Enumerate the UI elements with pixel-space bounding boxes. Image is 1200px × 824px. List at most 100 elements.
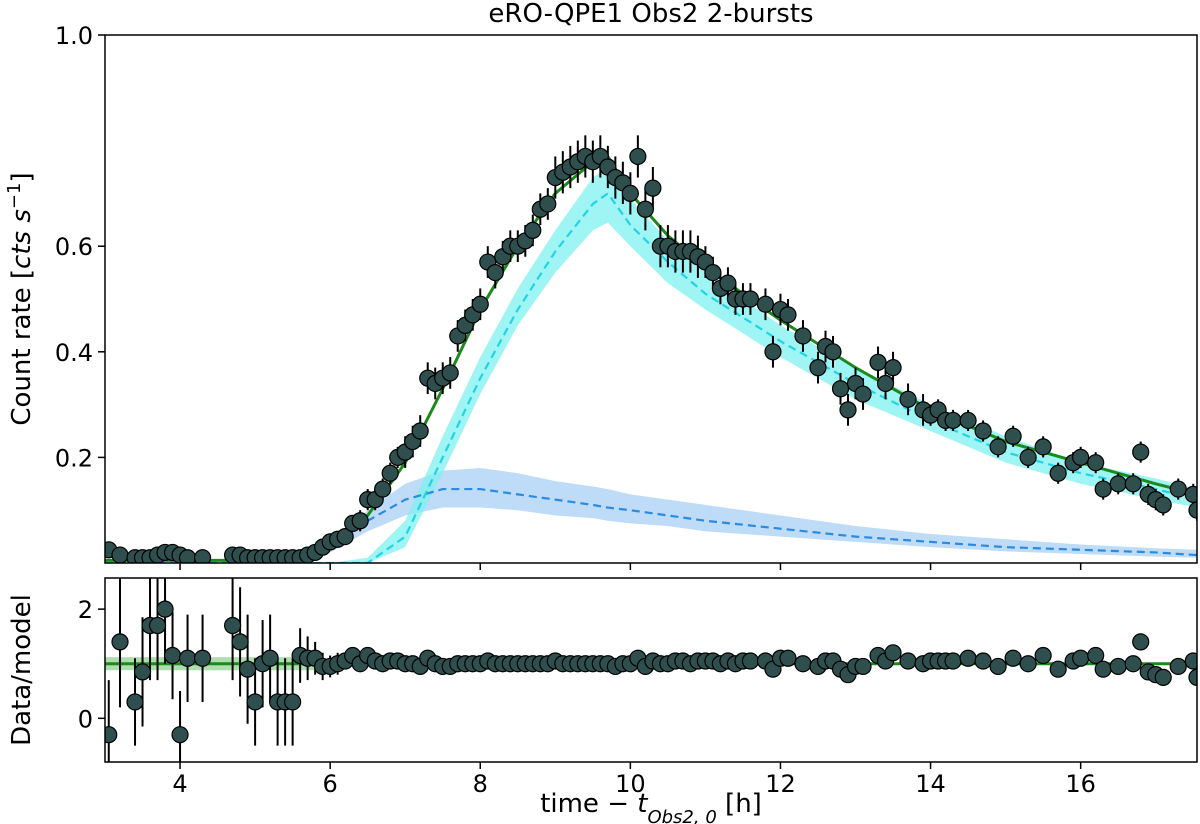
data-point (1154, 668, 1172, 686)
data-point (486, 264, 504, 282)
data-point (351, 512, 369, 530)
data-point (644, 179, 662, 197)
data-point (374, 480, 392, 498)
data-point (779, 649, 797, 667)
data-point (876, 374, 895, 393)
y-tick-label: 0 (78, 705, 93, 733)
data-point (1188, 501, 1197, 519)
data-point (231, 633, 249, 651)
y-tick-label: 2 (78, 596, 93, 624)
data-point (636, 200, 654, 218)
data-point (133, 663, 152, 681)
data-point (1188, 668, 1197, 686)
data-point (1132, 633, 1150, 651)
data-point (524, 221, 542, 239)
data-point (974, 422, 992, 440)
data-point (1169, 480, 1187, 498)
y-axis-label: Data/model (7, 594, 37, 746)
x-tick-label: 16 (1065, 770, 1096, 798)
y-label-part: −1 (4, 183, 25, 210)
data-point (741, 652, 760, 670)
data-point (1072, 649, 1090, 667)
data-point (869, 353, 887, 371)
data-point (1019, 655, 1037, 673)
plot-area (105, 578, 1197, 762)
data-point (261, 649, 279, 667)
y-tick-label: 0.4 (55, 339, 93, 367)
data-point (1049, 660, 1067, 678)
axes-frame (104, 577, 1198, 763)
data-point (741, 290, 760, 308)
data-point (794, 655, 812, 673)
axes-frame (104, 34, 1198, 564)
data-point (1004, 649, 1022, 667)
x-tick-label: 8 (473, 770, 488, 798)
data-point (1087, 646, 1105, 665)
data-point (1034, 438, 1052, 456)
x-label-part: [h] (717, 789, 762, 819)
x-tick-label: 6 (323, 770, 338, 798)
data-point (171, 726, 189, 744)
model-line (105, 191, 1197, 563)
chart-title: eRO-QPE1 Obs2 2-bursts (488, 0, 813, 29)
data-point (156, 600, 174, 618)
data-point (989, 657, 1007, 676)
data-point (441, 364, 459, 382)
data-point (163, 646, 182, 665)
data-point (944, 411, 962, 430)
data-point (1034, 646, 1052, 665)
data-point (381, 464, 399, 482)
data-point (1124, 655, 1142, 673)
data-point (899, 652, 917, 670)
x-tick-label: 4 (172, 770, 187, 798)
x-label-part: time − (540, 789, 637, 819)
data-point (854, 385, 872, 403)
y-label-part: cts s (7, 209, 37, 269)
data-point (193, 649, 212, 667)
data-point (884, 359, 902, 377)
model-band (105, 167, 1197, 563)
data-point (223, 616, 242, 635)
data-point (959, 649, 977, 667)
data-point (111, 633, 129, 651)
y-label-part: Count rate [ (7, 269, 37, 426)
y-axis-label: Count rate [cts s−1] (4, 172, 38, 425)
data-point (839, 401, 857, 419)
data-point (105, 726, 118, 744)
data-point (764, 343, 782, 361)
data-point (1132, 443, 1150, 461)
data-point (1019, 448, 1037, 466)
data-point (111, 546, 129, 563)
data-point (756, 295, 775, 313)
data-point (1072, 448, 1090, 466)
data-point (1154, 496, 1172, 514)
data-point (284, 693, 302, 711)
data-point (1049, 464, 1067, 482)
data-point (1109, 657, 1127, 676)
data-point (411, 422, 429, 440)
x-tick-label: 12 (765, 770, 796, 798)
data-point (719, 274, 737, 292)
data-point (238, 660, 257, 678)
data-point (1109, 475, 1127, 493)
data-point (959, 411, 977, 430)
data-point (336, 527, 354, 546)
data-point (899, 390, 917, 408)
y-tick-label: 0.6 (55, 233, 93, 261)
data-point (831, 380, 850, 398)
data-point (1184, 485, 1197, 503)
x-axis-label: time − tObs2, 0 [h] (540, 789, 762, 824)
data-point (989, 438, 1007, 456)
data-point (178, 649, 197, 667)
data-point (1004, 427, 1022, 445)
data-point (884, 644, 902, 662)
data-point (824, 343, 842, 361)
data-point (944, 652, 962, 670)
data-point (794, 327, 812, 345)
data-point (471, 295, 489, 313)
x-tick-label: 14 (915, 770, 946, 798)
data-point (704, 264, 722, 282)
data-point (974, 652, 992, 670)
